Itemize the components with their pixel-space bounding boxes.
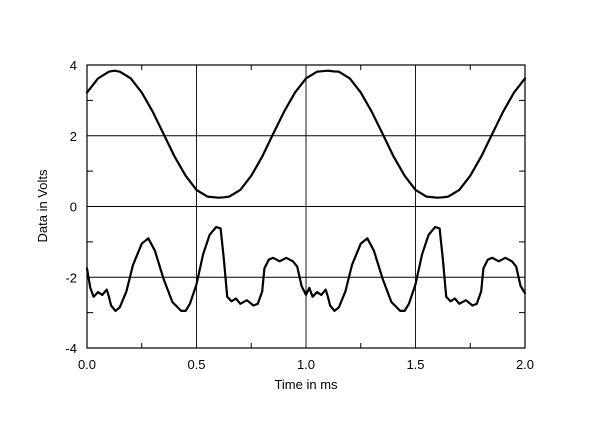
y-tick-label: 0 <box>70 200 77 215</box>
series-line-1 <box>85 69 527 199</box>
x-tick-label: 1.5 <box>406 357 424 372</box>
x-tick-labels: 0.0 0.5 1.0 1.5 2.0 <box>78 357 534 372</box>
y-tick-label: 4 <box>70 58 77 73</box>
x-tick-label: 0.5 <box>187 357 205 372</box>
x-tick-label: 0.0 <box>78 357 96 372</box>
y-tick-labels: 4 2 0 -2 -4 <box>65 58 77 356</box>
x-tick-label: 1.0 <box>297 357 315 372</box>
series-group <box>85 69 527 312</box>
x-tick-label: 2.0 <box>516 357 534 372</box>
axis-ticks <box>87 65 525 348</box>
plot-frame <box>86 64 526 349</box>
x-axis-label: Time in ms <box>274 377 338 392</box>
y-tick-label: -4 <box>65 341 77 356</box>
series-line-2 <box>85 225 527 312</box>
y-tick-label: 2 <box>70 129 77 144</box>
y-tick-label: -2 <box>65 270 77 285</box>
y-axis-label: Data in Volts <box>35 169 50 242</box>
grid <box>87 65 525 348</box>
